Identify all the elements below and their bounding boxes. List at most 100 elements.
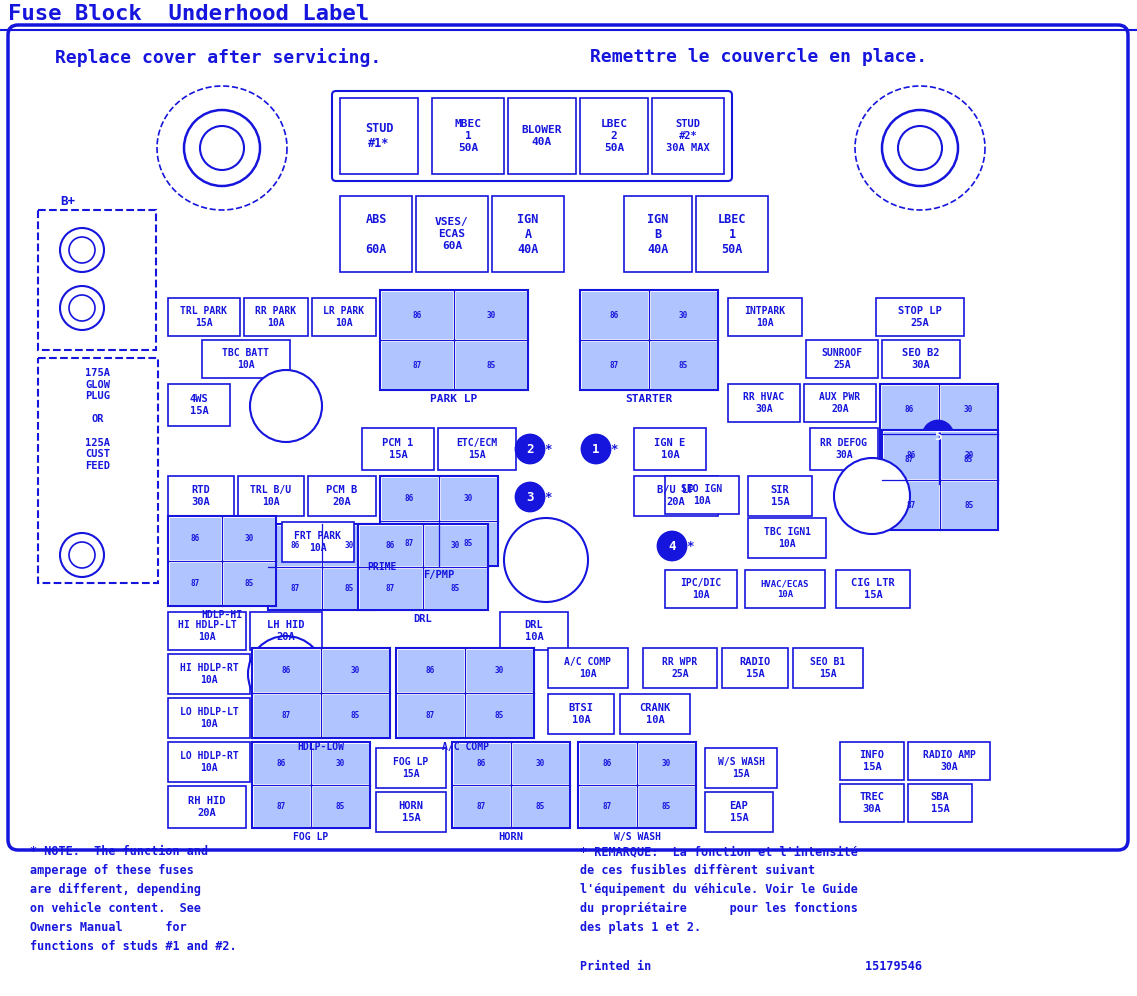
Text: SUNROOF
25A: SUNROOF 25A — [821, 349, 863, 370]
Bar — [634, 476, 717, 516]
Bar — [168, 612, 246, 650]
Bar — [268, 524, 376, 610]
Circle shape — [248, 636, 324, 712]
Bar — [705, 748, 777, 788]
Text: 3: 3 — [526, 490, 533, 504]
Text: FRT PARK
10A: FRT PARK 10A — [294, 531, 341, 553]
Bar — [453, 742, 570, 828]
Bar — [840, 784, 904, 822]
Bar — [722, 648, 788, 688]
Text: 86: 86 — [906, 450, 915, 459]
Bar — [238, 476, 304, 516]
Bar — [908, 784, 972, 822]
Text: 4: 4 — [669, 540, 675, 553]
Text: 87: 87 — [277, 802, 287, 811]
Circle shape — [60, 228, 103, 272]
Text: 85: 85 — [487, 361, 496, 370]
Text: MBEC
1
50A: MBEC 1 50A — [455, 120, 481, 152]
Text: ABS

60A: ABS 60A — [365, 212, 387, 256]
Text: SEO IGN
10A: SEO IGN 10A — [681, 484, 722, 506]
Bar — [224, 518, 274, 560]
Bar — [168, 654, 250, 694]
Bar — [224, 563, 274, 605]
Text: du propriétaire      pour les fonctions: du propriétaire pour les fonctions — [580, 902, 858, 915]
Bar — [580, 98, 648, 174]
Text: SBA
15A: SBA 15A — [930, 792, 949, 814]
Text: 87: 87 — [282, 711, 291, 720]
Text: DRL: DRL — [414, 614, 432, 624]
Bar — [432, 98, 504, 174]
Text: A/C COMP: A/C COMP — [441, 742, 489, 752]
Bar — [908, 742, 990, 780]
Bar — [806, 340, 878, 378]
Text: de ces fusibles diffèrent suivant: de ces fusibles diffèrent suivant — [580, 864, 815, 877]
Bar — [254, 649, 319, 691]
Text: RADIO AMP
30A: RADIO AMP 30A — [922, 750, 976, 772]
Text: VSES/
ECAS
60A: VSES/ ECAS 60A — [435, 217, 468, 251]
Bar — [639, 743, 695, 784]
Text: functions of studs #1 and #2.: functions of studs #1 and #2. — [30, 940, 236, 953]
Text: 85: 85 — [464, 539, 473, 548]
Circle shape — [184, 110, 260, 186]
Text: HI HDLP-RT
10A: HI HDLP-RT 10A — [180, 663, 239, 685]
Text: 87: 87 — [413, 361, 422, 370]
Bar — [513, 787, 568, 827]
Text: CRANK
10A: CRANK 10A — [639, 703, 671, 725]
Bar — [324, 569, 374, 609]
Bar — [581, 292, 647, 339]
Text: Owners Manual      for: Owners Manual for — [30, 921, 186, 934]
Text: 86: 86 — [905, 404, 914, 413]
Text: *: * — [543, 442, 551, 455]
Bar — [652, 98, 724, 174]
Text: FOG LP
15A: FOG LP 15A — [393, 757, 429, 779]
Text: 30: 30 — [964, 404, 973, 413]
Text: 85: 85 — [345, 584, 354, 593]
Bar — [312, 298, 376, 336]
Bar — [269, 526, 321, 566]
Text: PCM 1
15A: PCM 1 15A — [382, 438, 414, 460]
Bar — [308, 476, 376, 516]
Text: 85: 85 — [964, 454, 973, 463]
Circle shape — [923, 421, 953, 451]
Text: 87: 87 — [405, 539, 414, 548]
Bar — [382, 292, 453, 339]
Text: HORN
15A: HORN 15A — [398, 801, 423, 823]
Circle shape — [250, 370, 322, 442]
Bar — [340, 196, 412, 272]
Bar — [548, 694, 614, 734]
Bar — [748, 518, 825, 558]
Text: TBC IGN1
10A: TBC IGN1 10A — [764, 527, 811, 549]
Text: 30: 30 — [335, 759, 346, 768]
Text: Fuse Block  Underhood Label: Fuse Block Underhood Label — [8, 4, 370, 24]
Bar — [380, 290, 528, 390]
Text: EAP
15A: EAP 15A — [730, 801, 748, 823]
Bar — [202, 340, 290, 378]
Text: F/PMP: F/PMP — [423, 570, 455, 580]
Bar — [382, 477, 438, 520]
Text: W/S WASH: W/S WASH — [614, 832, 661, 842]
Bar — [416, 196, 488, 272]
Bar — [440, 523, 497, 565]
Bar — [380, 476, 498, 566]
Text: 30: 30 — [964, 450, 973, 459]
Text: RR HVAC
30A: RR HVAC 30A — [744, 392, 785, 413]
Bar — [882, 430, 998, 530]
Text: 85: 85 — [351, 711, 360, 720]
Text: B+: B+ — [60, 195, 75, 208]
Bar — [398, 694, 464, 736]
Bar — [548, 648, 628, 688]
Text: 1: 1 — [592, 442, 599, 455]
Bar — [580, 290, 717, 390]
Bar — [810, 428, 878, 470]
Text: DRL
10A: DRL 10A — [524, 621, 543, 641]
Text: RTD
30A: RTD 30A — [192, 485, 210, 507]
Text: des plats 1 et 2.: des plats 1 et 2. — [580, 921, 702, 934]
Bar — [882, 340, 960, 378]
Text: LBEC
1
50A: LBEC 1 50A — [717, 212, 746, 256]
Text: 30: 30 — [451, 541, 460, 550]
Text: 30: 30 — [536, 759, 545, 768]
Bar — [324, 526, 374, 566]
Bar — [665, 476, 739, 514]
Bar — [940, 435, 996, 482]
Bar — [836, 570, 910, 608]
